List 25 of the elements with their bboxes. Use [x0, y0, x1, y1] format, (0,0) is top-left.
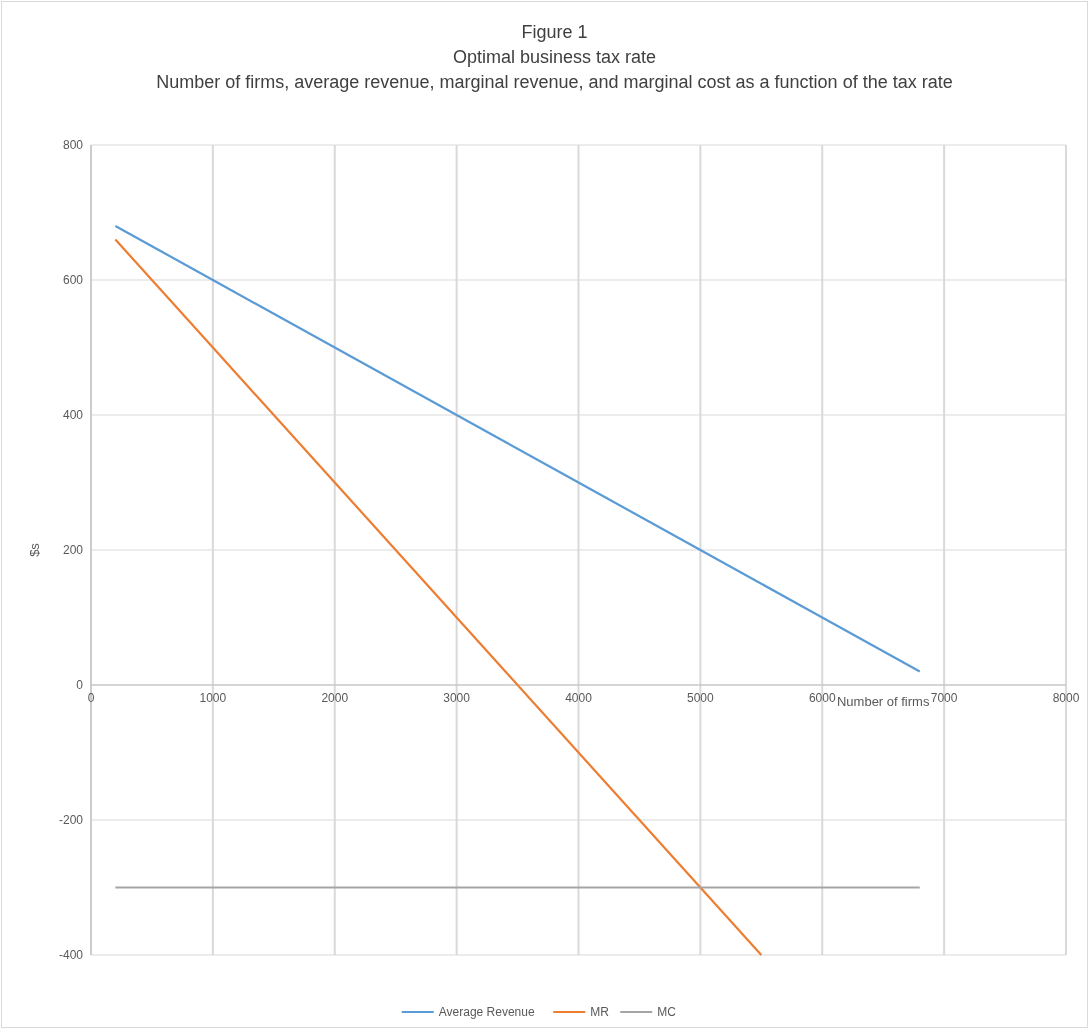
y-tick-label: 200	[62, 543, 84, 557]
legend-label: MR	[590, 1005, 610, 1019]
y-tick-label: -200	[58, 813, 84, 827]
y-tick-label: 400	[62, 408, 84, 422]
chart-subtitle: Number of firms, average revenue, marginal revenue, and marginal cost as a function of the tax rate	[156, 72, 953, 92]
legend-label: MC	[657, 1005, 677, 1019]
x-tick-label: 2000	[321, 691, 349, 705]
x-tick-label: 0	[87, 691, 95, 705]
legend-label: Average Revenue	[438, 1005, 535, 1019]
line-series	[114, 238, 763, 957]
line-series	[114, 224, 921, 673]
x-tick-label: 3000	[443, 691, 471, 705]
y-tick-label: 0	[76, 678, 84, 692]
y-tick-label: -400	[58, 948, 84, 962]
y-tick-label: 800	[62, 138, 84, 152]
x-tick-label: 7000	[930, 691, 958, 705]
x-tick-label: 4000	[565, 691, 593, 705]
y-tick-label: 600	[62, 273, 84, 287]
x-tick-label: 1000	[199, 691, 227, 705]
x-tick-label: 5000	[687, 691, 715, 705]
y-axis-title: $s	[27, 542, 42, 557]
x-tick-label: 8000	[1052, 691, 1080, 705]
chart-title: Figure 1 Optimal business tax rate	[452, 22, 657, 67]
x-tick-label: 6000	[808, 691, 836, 705]
x-axis-title: Number of firms	[836, 694, 930, 709]
